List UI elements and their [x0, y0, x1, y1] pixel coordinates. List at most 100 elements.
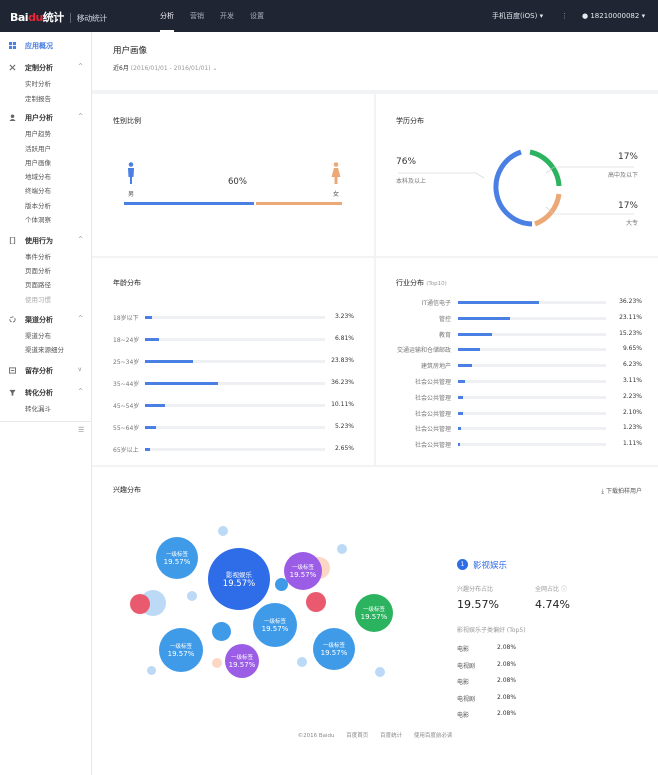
- logo-paw: du: [28, 11, 43, 24]
- sidebar-item-version[interactable]: 版本分析: [25, 202, 51, 210]
- bubble-small: [187, 591, 197, 601]
- sidebar-group-user[interactable]: 用户分析 ^: [0, 113, 92, 125]
- top-row-name: 电视剧: [457, 695, 476, 703]
- industry-bar[interactable]: [458, 332, 493, 336]
- age-bar[interactable]: [145, 360, 193, 363]
- age-row-pct: 5.23%: [334, 423, 354, 430]
- industry-bar-track: [458, 411, 606, 415]
- bubble-label: 一级标签: [165, 552, 188, 558]
- interest-bubble-main[interactable]: 影视娱乐 19.57%: [208, 548, 270, 610]
- sidebar-item-custom-report[interactable]: 定制报告: [25, 95, 51, 103]
- sidebar-item-active-users[interactable]: 活跃用户: [25, 145, 51, 153]
- gender-card: 性别比例 男 女 60%: [92, 94, 374, 256]
- interest-bubble[interactable]: 一级标签 19.57%: [313, 628, 355, 670]
- bubble-pct: 19.57%: [320, 649, 348, 657]
- sidebar-item-channel-dist[interactable]: 渠道分布: [25, 332, 51, 340]
- logo[interactable]: Baidu统计 移动统计: [10, 9, 107, 25]
- sidebar-divider: [0, 421, 92, 422]
- app-selector[interactable]: 手机百度(iOS) ▾: [492, 0, 543, 32]
- age-bar[interactable]: [145, 404, 166, 407]
- sidebar-item-region[interactable]: 地域分布: [25, 173, 51, 181]
- sidebar-item-page-path[interactable]: 页面路径: [25, 281, 51, 289]
- interest-bubble[interactable]: 一级标签 19.57%: [284, 552, 322, 590]
- nav-marketing[interactable]: 营销: [190, 12, 204, 20]
- industry-row-pct: 2.23%: [622, 392, 642, 400]
- collapse-sidebar-icon[interactable]: ☰: [78, 426, 85, 434]
- nav-develop[interactable]: 开发: [220, 12, 234, 20]
- industry-row-pct: 36.23%: [619, 298, 642, 305]
- bubble-label: 一级标签: [230, 655, 253, 661]
- interest-bubble[interactable]: 一级标签 19.57%: [355, 594, 393, 632]
- sidebar-group-behavior[interactable]: 使用行为 ^: [0, 236, 92, 248]
- footer-link-terms[interactable]: 使用百度前必读: [413, 733, 453, 739]
- age-bar[interactable]: [145, 382, 218, 385]
- industry-bar[interactable]: [458, 348, 480, 352]
- sidebar-item-page[interactable]: 页面分析: [25, 267, 51, 275]
- education-br-pct: 17%: [617, 201, 638, 211]
- user-menu[interactable]: ● 18210000082 ▾: [582, 0, 645, 32]
- sidebar-item-channel-source[interactable]: 渠道来源细分: [25, 346, 64, 354]
- bubble-label: 一级标签: [322, 643, 345, 649]
- industry-bar[interactable]: [458, 395, 463, 399]
- age-bar[interactable]: [145, 426, 156, 429]
- sidebar-item-user-portrait[interactable]: 用户画像: [25, 159, 51, 167]
- net-value: 4.74%: [535, 598, 570, 611]
- user-phone: 18210000082: [590, 12, 640, 20]
- interest-bubble[interactable]: 一级标签 19.57%: [156, 537, 198, 579]
- more-icon[interactable]: ⋮: [561, 12, 568, 20]
- education-br-label: 大专: [625, 220, 638, 227]
- nav-analysis[interactable]: 分析: [160, 0, 174, 32]
- industry-row-label: 教育: [438, 331, 451, 339]
- sidebar-overview[interactable]: 应用概况: [0, 41, 92, 53]
- date-range-selector[interactable]: 近6月 (2016/01/01 - 2016/01/01) ⌄: [113, 63, 218, 72]
- industry-bar[interactable]: [458, 380, 465, 383]
- sidebar-group-conversion[interactable]: 转化分析 ^: [0, 388, 92, 400]
- sidebar-group-channel[interactable]: 渠道分析 ^: [0, 315, 92, 327]
- age-bar-track: [145, 448, 325, 451]
- interest-bubble[interactable]: 一级标签 19.57%: [159, 628, 203, 672]
- industry-bar[interactable]: [458, 411, 463, 415]
- sidebar-item-individual[interactable]: 个体洞察: [25, 216, 51, 224]
- nav-settings[interactable]: 设置: [250, 12, 264, 20]
- industry-row-label: 社会公共管理: [414, 410, 451, 418]
- bubble-small: [212, 622, 231, 641]
- industry-bar[interactable]: [458, 364, 472, 368]
- bubble-pct: 19.57%: [222, 579, 256, 589]
- age-bar[interactable]: [145, 448, 151, 451]
- sidebar-group-retention[interactable]: 留存分析 v: [0, 366, 92, 378]
- age-card: 年龄分布 18岁以下 3.23% 18~24岁 6.81% 25~34岁 23.83% 35…: [92, 258, 374, 465]
- industry-bar[interactable]: [458, 316, 510, 320]
- sidebar-item-device[interactable]: 终端分布: [25, 187, 51, 195]
- footer-copyright: ©2016 Baidu: [297, 733, 335, 739]
- footer-link-tongji[interactable]: 百度统计: [380, 733, 403, 739]
- industry-bar[interactable]: [458, 443, 461, 447]
- donut-segment-bachelor: [493, 149, 533, 227]
- age-bar[interactable]: [145, 338, 159, 341]
- range-label: 近6月: [113, 65, 129, 72]
- sidebar-item-user-trend[interactable]: 用户趋势: [25, 130, 51, 138]
- age-row-label: 18岁以下: [113, 315, 139, 322]
- age-bar-track: [145, 338, 325, 341]
- sidebar-item-funnel[interactable]: 转化漏斗: [25, 405, 51, 413]
- bubble-small: [212, 658, 222, 668]
- sidebar-item-realtime[interactable]: 实时分析: [25, 80, 51, 88]
- interest-bubble[interactable]: 一级标签 19.57%: [253, 603, 297, 647]
- industry-bar[interactable]: [458, 427, 461, 431]
- sidebar-item-habit[interactable]: 使用习惯: [25, 296, 51, 304]
- help-icon[interactable]: ⓘ: [560, 586, 567, 593]
- sidebar-group-custom[interactable]: 定制分析 ^: [0, 63, 92, 75]
- top-row-name: 电影: [457, 646, 470, 653]
- download-sample-button[interactable]: ⤓ 下载拍样用户: [601, 486, 642, 496]
- industry-row-label: 管控: [438, 315, 451, 323]
- industry-bar[interactable]: [458, 301, 539, 304]
- footer: ©2016 Baidu 百度首页 百度统计 使用百度前必读: [92, 731, 658, 739]
- footer-link-baidu[interactable]: 百度首页: [346, 733, 369, 739]
- interest-bubble[interactable]: 一级标签 19.57%: [225, 644, 259, 678]
- female-icon: [331, 162, 341, 184]
- sidebar-item-event[interactable]: 事件分析: [25, 253, 51, 261]
- download-label: 下载拍样用户: [605, 488, 642, 495]
- industry-row-label: 社会公共管理: [414, 394, 451, 402]
- age-bar[interactable]: [145, 316, 152, 319]
- education-tr-label: 高中及以下: [607, 172, 638, 179]
- bubble-small: [306, 592, 326, 612]
